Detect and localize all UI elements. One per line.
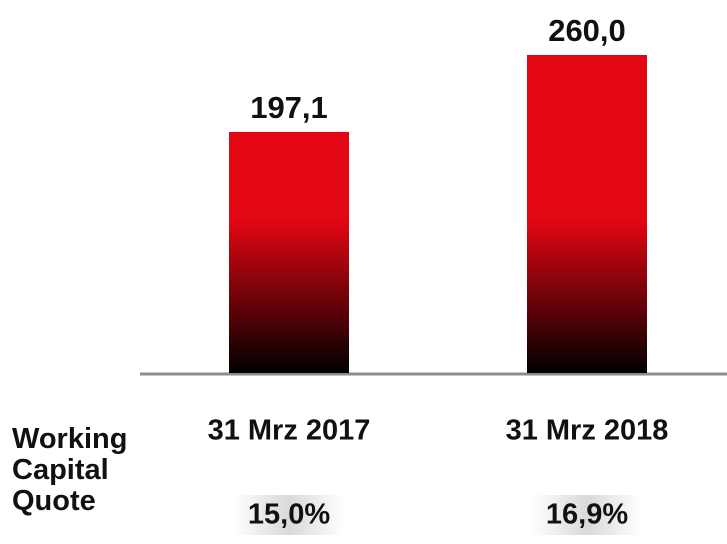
value-label: 260,0 (548, 13, 626, 48)
value-label: 197,1 (250, 90, 328, 125)
x-tick-label: 31 Mrz 2017 (208, 415, 371, 447)
quote-shade (234, 495, 344, 535)
x-tick-label: 31 Mrz 2018 (506, 415, 669, 447)
bar (527, 55, 647, 373)
quote-value: 15,0% (248, 499, 330, 531)
row-label: Working Capital Quote (12, 423, 128, 517)
quote-shade (532, 495, 642, 535)
quote-value: 16,9% (546, 499, 628, 531)
bar (229, 131, 349, 373)
